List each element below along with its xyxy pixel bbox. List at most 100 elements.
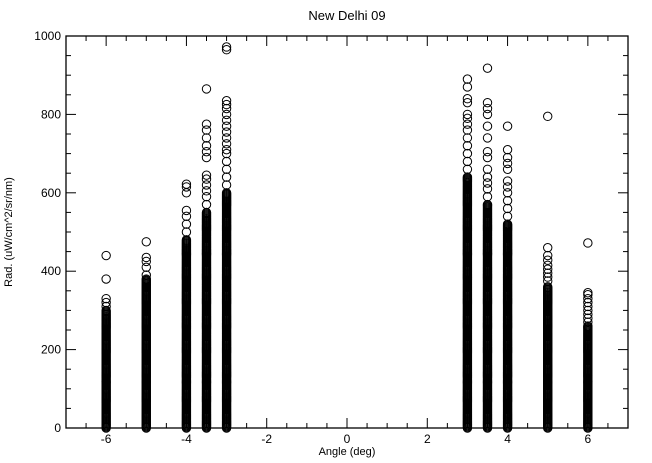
y-tick-label: 1000 [34, 29, 61, 43]
data-point [543, 268, 553, 278]
data-point [201, 133, 212, 143]
data-point [462, 113, 473, 124]
data-point [141, 252, 151, 263]
data-point [141, 256, 151, 267]
data-point [543, 111, 553, 122]
data-point [141, 262, 151, 272]
data-point [201, 199, 212, 210]
data-column [201, 84, 212, 433]
data-point [482, 184, 493, 194]
data-point [502, 152, 513, 163]
data-point [583, 305, 593, 316]
data-point [201, 186, 212, 196]
data-point [583, 288, 593, 298]
data-point [201, 207, 212, 218]
data-point [221, 42, 232, 52]
data-point [141, 237, 151, 247]
data-point [543, 260, 553, 271]
data-point [201, 84, 212, 94]
data-point [502, 219, 513, 229]
data-point [502, 211, 513, 222]
data-column [221, 42, 232, 433]
data-point [482, 172, 493, 182]
x-tick-label: 6 [585, 432, 592, 446]
data-point [583, 301, 593, 312]
data-point [482, 164, 493, 174]
data-point [201, 180, 212, 190]
data-point [201, 125, 212, 135]
data-point [583, 313, 593, 323]
x-tick-label: 2 [424, 432, 431, 446]
data-point [462, 94, 473, 104]
data-point [462, 74, 473, 84]
data-point [462, 141, 473, 151]
data-point [462, 82, 473, 92]
data-point [502, 121, 513, 131]
data-point [221, 148, 232, 159]
data-column [181, 179, 192, 433]
data-point [101, 301, 111, 312]
data-point [462, 156, 473, 167]
data-point [462, 133, 473, 143]
data-point [482, 199, 493, 210]
data-point [201, 170, 212, 180]
data-point [221, 109, 232, 120]
data-point [482, 103, 493, 114]
data-point [583, 317, 593, 327]
data-point [502, 176, 513, 186]
y-tick-label: 0 [54, 421, 61, 435]
data-point [181, 227, 192, 237]
data-point [201, 174, 212, 184]
data-point [462, 148, 473, 159]
data-point [482, 109, 493, 120]
data-point [101, 274, 111, 284]
data-point [221, 95, 232, 106]
data-point [201, 119, 212, 129]
data-column [583, 238, 593, 433]
data-point [201, 152, 212, 163]
data-point [583, 238, 593, 248]
data-point [181, 219, 192, 229]
data-point [201, 141, 212, 151]
data-point [101, 305, 111, 316]
data-point [462, 125, 473, 135]
data-point [101, 250, 111, 261]
data-point [221, 139, 232, 149]
data-point [482, 192, 493, 202]
data-point [221, 188, 232, 198]
x-tick-label: -2 [261, 432, 272, 446]
data-point [462, 109, 473, 120]
data-point [221, 99, 232, 110]
data-point [181, 211, 192, 222]
data-column [101, 250, 111, 433]
data-point [101, 297, 111, 308]
data-point [482, 152, 493, 163]
data-point [221, 164, 232, 174]
data-point [462, 172, 473, 182]
data-point [583, 297, 593, 308]
data-point [502, 158, 513, 169]
data-point [181, 235, 192, 245]
y-tick-label: 400 [41, 264, 61, 278]
data-point [583, 321, 593, 331]
data-point [221, 127, 232, 137]
data-point [462, 164, 473, 174]
data-point [221, 180, 232, 190]
x-tick-label: 4 [504, 432, 511, 446]
data-point [101, 293, 111, 304]
y-axis-title: Rad. (uW/cm^2/sr/nm) [3, 177, 15, 287]
ticks-layer: -6 -4 -2 0 2 4 6 0 200 400 600 800 1000 [34, 29, 629, 446]
data-point [221, 115, 232, 125]
data-column [502, 121, 513, 433]
data-point [181, 179, 192, 189]
data-point [181, 205, 192, 216]
data-point [462, 119, 473, 129]
data-point [502, 182, 513, 192]
y-tick-label: 200 [41, 343, 61, 357]
data-point [482, 121, 493, 131]
data-point [543, 264, 553, 274]
data-point [141, 270, 151, 280]
data-point [502, 144, 513, 155]
